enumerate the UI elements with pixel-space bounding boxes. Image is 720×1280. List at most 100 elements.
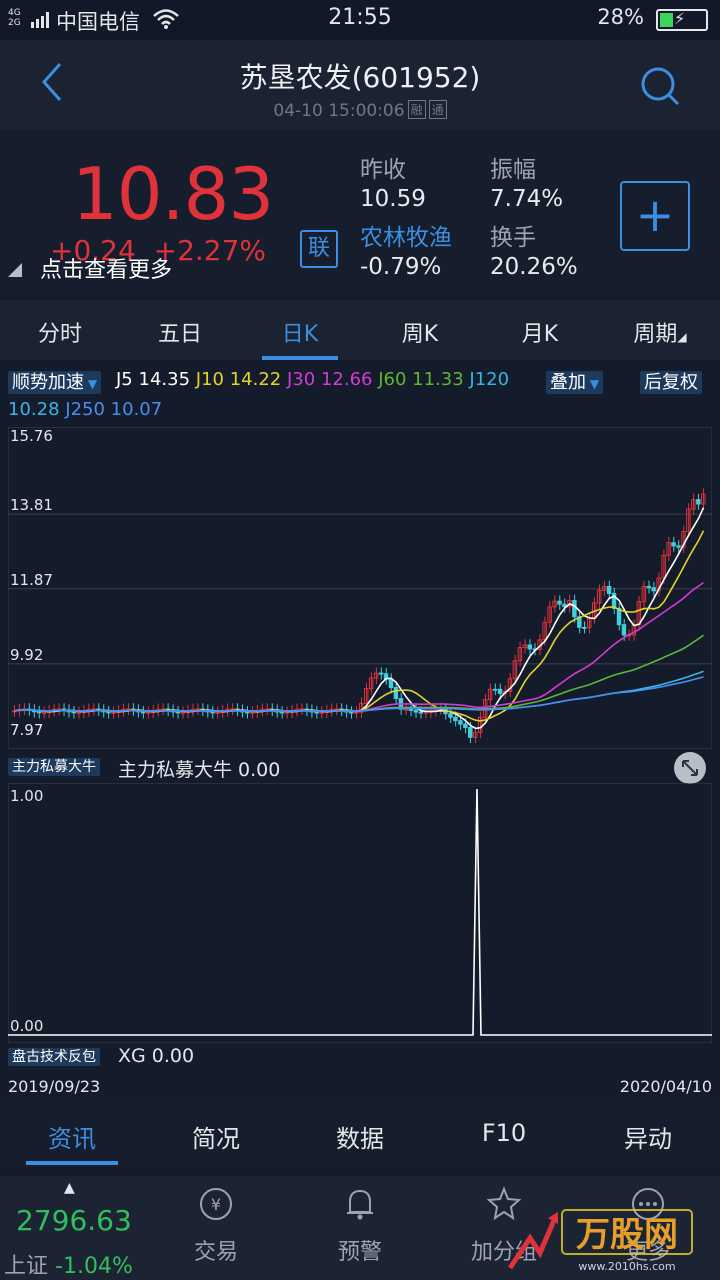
turnover-value: 20.26% <box>490 254 578 280</box>
candle-body <box>349 711 354 714</box>
sector-link[interactable]: 农林牧渔 <box>360 225 452 251</box>
candle-body <box>354 711 359 714</box>
watermark-text: 万股网 <box>576 1215 678 1255</box>
indicator2-value: XG 0.00 <box>118 1045 195 1067</box>
corner-triangle-icon <box>8 263 22 277</box>
ma-values-row1: J5 14.35 J10 14.22 J30 12.66 J60 11.33 J… <box>116 369 510 390</box>
candle-body <box>611 592 617 609</box>
tab-f10[interactable]: F10 <box>481 1119 527 1147</box>
carrier-name: 中国电信 <box>56 10 140 34</box>
tab-period[interactable]: 周期◢ <box>633 322 687 347</box>
index-change: 上证 -1.04% <box>4 1254 133 1279</box>
battery-percent: 28% <box>597 5 644 29</box>
sector-change: -0.79% <box>360 254 442 280</box>
clock: 21:55 <box>328 5 392 30</box>
candle-body <box>463 723 468 729</box>
candle-body <box>582 626 587 629</box>
view-more-tip[interactable]: 点击查看更多 <box>40 258 173 283</box>
expand-icon <box>682 760 698 776</box>
candle-body <box>249 711 255 714</box>
nav-more[interactable]: 更多 <box>576 1186 720 1266</box>
candle-body <box>175 711 181 714</box>
candle-body <box>616 607 622 626</box>
candle-body <box>512 660 518 680</box>
candle-body <box>606 585 612 594</box>
candle-body <box>572 600 577 618</box>
margin-tag: 融 <box>407 100 426 119</box>
candle-body <box>111 711 116 714</box>
candle-body <box>388 678 394 689</box>
candle-body <box>497 688 503 694</box>
candle-body <box>492 688 498 691</box>
network-indicator: 4G 2G <box>8 8 21 28</box>
watermark-logo: 万股网 www.2010hs.com <box>500 1198 710 1276</box>
battery-icon: ⚡ <box>656 9 708 31</box>
status-bar: 4G 2G 中国电信 21:55 28% ⚡ <box>0 0 720 40</box>
kline-chart[interactable]: 15.76 13.81 11.87 9.92 7.97 <box>7 426 713 750</box>
linked-button[interactable]: 联 <box>300 230 338 268</box>
kline-svg: 15.76 13.81 11.87 9.92 7.97 <box>7 426 713 750</box>
tab-overview[interactable]: 简况 <box>192 1125 240 1153</box>
candle-body <box>413 709 418 713</box>
tab-anomaly[interactable]: 异动 <box>624 1125 672 1153</box>
candle-body <box>408 708 414 711</box>
ma-legend: 顺势加速 ▼ J5 14.35 J10 14.22 J30 12.66 J60 … <box>0 360 720 426</box>
indicator-chart[interactable]: 1.00 0.00 <box>7 782 713 1044</box>
candle-body <box>517 647 523 662</box>
back-button[interactable] <box>40 62 64 112</box>
candle-body <box>36 711 42 714</box>
tab-data[interactable]: 数据 <box>336 1125 384 1153</box>
indicator-selector[interactable]: 顺势加速 ▼ <box>8 368 102 394</box>
candle-body <box>646 585 651 589</box>
search-icon <box>641 67 680 106</box>
tab-five-day[interactable]: 五日 <box>157 322 202 347</box>
candle-body <box>140 711 146 714</box>
prev-close-value: 10.59 <box>360 186 426 212</box>
overlay-selector[interactable]: 叠加 ▼ <box>546 368 604 394</box>
y-tick-label: 0.00 <box>10 1017 43 1035</box>
candle-body <box>373 672 379 679</box>
candle-body <box>651 587 656 592</box>
candle-body <box>319 711 324 714</box>
signal-icon <box>31 12 49 28</box>
candle-body <box>210 711 215 714</box>
candle-body <box>691 499 696 510</box>
quote-panel: 10.83 +0.24 +2.27% 点击查看更多 联 昨收 10.59 农林牧… <box>0 130 720 298</box>
candle-body <box>507 678 513 692</box>
candle-body <box>562 603 567 608</box>
add-watchlist-button[interactable]: + <box>620 181 690 251</box>
candle-body <box>284 711 290 714</box>
candle-body <box>378 672 384 675</box>
index-value: 2796.63 <box>16 1204 132 1237</box>
amplitude-label: 振幅 <box>490 157 536 183</box>
candle-body <box>106 711 111 714</box>
restore-rights-button[interactable]: 后复权 <box>640 368 702 394</box>
y-tick-label: 11.87 <box>10 571 53 589</box>
nav-alert[interactable]: 预警 <box>288 1186 432 1266</box>
candle-body <box>477 716 483 733</box>
dropdown-icon: ▼ <box>586 377 600 391</box>
tab-intraday[interactable]: 分时 <box>37 322 82 347</box>
candle-body <box>41 711 47 714</box>
tab-news[interactable]: 资讯 <box>48 1125 96 1153</box>
date-range: 2019/09/23 2020/04/10 <box>0 1075 720 1101</box>
period-tabs: 分时 五日 日K 周K 月K 周期◢ <box>0 300 720 360</box>
up-arrow-icon: ▲ <box>64 1180 75 1196</box>
candle-body <box>279 711 285 714</box>
search-button[interactable] <box>640 66 680 106</box>
y-tick-label: 15.76 <box>10 427 53 445</box>
stock-title: 苏垦农发(601952) <box>239 61 481 94</box>
tab-weekly-k[interactable]: 周K <box>401 322 439 347</box>
candle-body <box>244 711 250 714</box>
tab-daily-k[interactable]: 日K <box>281 322 319 347</box>
index-ticker[interactable]: ▲ 2796.63 上证 -1.04% <box>0 1176 144 1280</box>
y-tick-label: 9.92 <box>10 646 43 664</box>
candle-body <box>686 508 691 533</box>
indicator2-selector[interactable]: 盘古技术反包 <box>8 1046 100 1066</box>
tab-monthly-k[interactable]: 月K <box>521 322 559 347</box>
candle-body <box>458 720 463 725</box>
candle-body <box>681 531 686 548</box>
expand-button[interactable] <box>674 752 706 784</box>
nav-trade[interactable]: ¥ 交易 <box>144 1186 288 1266</box>
indicator1-selector[interactable]: 主力私募大牛 <box>8 756 100 776</box>
